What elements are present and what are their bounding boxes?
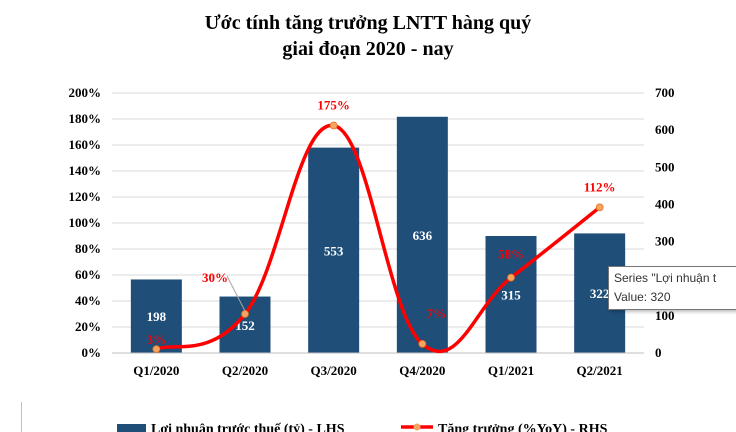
left-axis-tick-label: 100% — [69, 215, 102, 230]
right-axis-tick-label: 600 — [655, 122, 675, 137]
left-axis-tick-label: 140% — [69, 163, 102, 178]
chart-border-left — [21, 402, 22, 432]
right-axis-tick-label: 100 — [655, 308, 675, 323]
bar-value-label: 553 — [324, 243, 344, 258]
bar-value-label: 315 — [501, 288, 521, 303]
growth-point — [241, 310, 249, 318]
category-label: Q2/2020 — [222, 363, 268, 378]
left-axis-tick-label: 200% — [69, 85, 102, 100]
category-label: Q3/2020 — [311, 363, 357, 378]
right-axis-tick-label: 700 — [655, 85, 675, 100]
right-axis-tick-label: 500 — [655, 159, 675, 174]
legend-line-marker — [413, 423, 421, 431]
bar-value-label: 636 — [413, 228, 433, 243]
left-axis-tick-label: 120% — [69, 189, 102, 204]
series-tooltip: Series "Lợi nhuận t Value: 320 — [608, 266, 736, 310]
left-axis-tick-label: 40% — [75, 293, 101, 308]
tooltip-value: Value: 320 — [614, 290, 671, 304]
growth-point — [329, 121, 338, 130]
label-leader-line — [226, 275, 246, 312]
legend-bar-swatch — [117, 424, 146, 432]
category-label: Q1/2020 — [133, 363, 179, 378]
growth-value-label: 58% — [498, 247, 524, 262]
growth-point — [507, 273, 515, 282]
left-axis-tick-label: 60% — [75, 267, 101, 282]
growth-value-label: 175% — [317, 98, 350, 113]
left-axis-tick-label: 180% — [69, 111, 102, 126]
bar — [130, 279, 182, 353]
left-axis-tick-label: 0% — [82, 345, 102, 360]
left-axis-tick-label: 160% — [69, 137, 102, 152]
growth-value-label: 3% — [147, 332, 167, 347]
bar-value-label: 322 — [590, 286, 610, 301]
growth-point — [152, 345, 161, 354]
bar — [219, 296, 271, 353]
chart-title: Ước tính tăng trưởng LNTT hàng quý giai … — [0, 10, 736, 62]
growth-point — [595, 203, 604, 212]
category-label: Q2/2021 — [577, 363, 623, 378]
category-label: Q1/2021 — [488, 363, 534, 378]
growth-value-label: 112% — [584, 179, 616, 194]
growth-value-label: 7% — [427, 306, 447, 321]
right-axis-tick-label: 0 — [655, 345, 662, 360]
left-axis-tick-label: 20% — [75, 319, 101, 334]
growth-point — [418, 339, 427, 348]
bar-value-label: 198 — [147, 309, 167, 324]
growth-value-label: 30% — [202, 270, 228, 285]
category-label: Q4/2020 — [399, 363, 445, 378]
chart-title-line-1: Ước tính tăng trưởng LNTT hàng quý — [204, 12, 532, 34]
right-axis-tick-label: 400 — [655, 196, 675, 211]
left-axis-tick-label: 80% — [75, 241, 101, 256]
legend-line-label: Tăng trưởng (%YoY) - RHS — [438, 422, 608, 432]
tooltip-series-name: Series "Lợi nhuận t — [614, 271, 717, 285]
bar — [308, 147, 360, 353]
right-axis-tick-label: 300 — [655, 234, 675, 249]
chart-title-line-2: giai đoạn 2020 - nay — [282, 38, 454, 60]
legend-bar-label: Lợi nhuận trước thuế (tỷ) - LHS — [151, 422, 345, 432]
